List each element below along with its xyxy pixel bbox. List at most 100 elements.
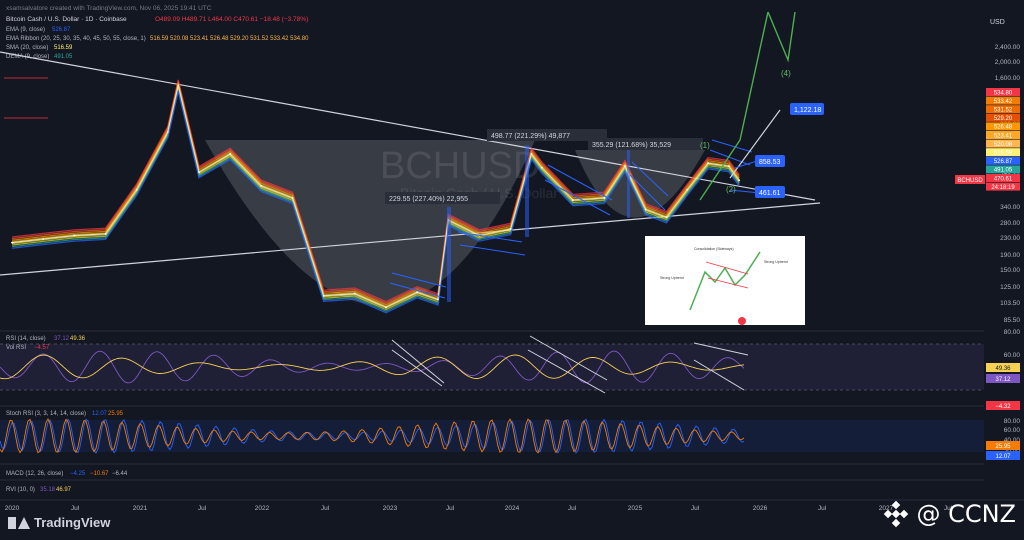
measure-label-2: 498.77 (221.29%) 49,877 (491, 133, 570, 140)
rsi-tag (986, 401, 1020, 410)
stoch-tag (986, 451, 1020, 460)
currency-label: USD (990, 19, 1005, 26)
price-point (166, 131, 169, 133)
price-tag-label: 534.80 (994, 90, 1013, 96)
price-tag-label: 531.52 (994, 108, 1013, 114)
rsi-lines (0, 350, 745, 384)
stoch-tick-label: 80.00 (1004, 418, 1021, 425)
measure-bar-3 (627, 150, 630, 218)
price-point (509, 228, 512, 230)
time-tick-label: 2027 (879, 505, 894, 512)
target-low-label: 461.61 (759, 190, 781, 197)
price-tag (986, 105, 1020, 114)
inset-label-left: Strong Uptrend (660, 276, 684, 280)
time-tick-label: 2024 (505, 505, 520, 512)
price-axis-background (984, 0, 1024, 500)
sma-label[interactable]: SMA (20, close) (6, 45, 48, 51)
inset-flag-top (705, 261, 749, 275)
tradingview-logo-text: TradingView (34, 515, 111, 530)
price-point (738, 179, 741, 182)
price-point (603, 196, 606, 199)
measurement-bars: 229.55 (227.40%) 22,955 498.77 (221.29%)… (385, 129, 703, 302)
macd-value-2: −10.67 (90, 471, 109, 477)
flag-channel-3 (544, 164, 613, 216)
inset-flag-bottom (707, 277, 749, 289)
dema-value: 491.05 (54, 54, 73, 60)
sma-value: 516.59 (54, 45, 73, 51)
price-point (707, 162, 709, 165)
tradingview-logo[interactable]: TradingView (8, 515, 110, 530)
time-tick-label: Jul (568, 505, 577, 512)
price-tick-label: 2,400.00 (995, 44, 1021, 51)
ema-ribbon-line (11, 79, 740, 303)
stoch-rsi-pane[interactable]: Stoch RSI (3, 3, 14, 14, close) 12.07 25… (0, 405, 1021, 460)
wave-4-label: (4) (781, 69, 791, 78)
price-tick-label: 280.00 (1000, 220, 1020, 227)
price-tag (986, 131, 1020, 139)
cup-shape-large (205, 140, 535, 305)
price-point (291, 196, 294, 199)
rsi-divergence-5 (693, 342, 749, 356)
price-point (42, 238, 45, 240)
vol-rsi-value: −4.57 (34, 345, 50, 351)
rsi-pane[interactable]: RSI (14, close) 37.12 49.36 Vol RSI −4.5… (0, 329, 1020, 410)
target-mid-badge (755, 155, 785, 167)
measure-label-bg-3 (588, 138, 703, 150)
stoch-d-line (0, 418, 745, 454)
price-point (665, 216, 668, 219)
ccnz-text: @ CCNZ (916, 500, 1016, 528)
price-point (686, 188, 689, 191)
price-tick-label: 1,600.00 (995, 75, 1021, 82)
price-point (437, 298, 439, 301)
rsi-divergence-1 (391, 339, 445, 384)
symbol-line[interactable]: Bitcoin Cash / U.S. Dollar · 1D · Coinba… (6, 16, 127, 23)
stoch-tag-label: 25.95 (995, 444, 1011, 450)
stoch-tag-label: 12.07 (995, 454, 1011, 460)
cup-and-handle-shapes (205, 140, 705, 305)
wave-1-label: (1) (700, 141, 710, 150)
green-projection-wave4 (767, 11, 796, 63)
measure-bar-1 (447, 207, 451, 302)
price-tick-label: 125.00 (1000, 284, 1020, 291)
price-tag (986, 122, 1020, 131)
rsi-divergence-lines (391, 335, 749, 394)
ribbon-label[interactable]: EMA Ribbon (20, 25, 30, 35, 40, 45, 50, … (6, 36, 146, 42)
price-point (73, 234, 76, 237)
rsi-label: RSI (14, close) (6, 336, 46, 342)
green-projection (699, 11, 769, 201)
price-tag-label: 526.87 (994, 159, 1013, 165)
price-point (322, 294, 325, 297)
macd-value-3: −6.44 (112, 471, 128, 477)
price-point (353, 292, 356, 295)
price-point (572, 199, 574, 201)
macd-label: MACD (12, 26, close) (6, 471, 63, 477)
event-flag-icon[interactable] (738, 317, 746, 325)
time-tick-label: Jul (691, 505, 700, 512)
ema-label[interactable]: EMA (9, close) (6, 27, 45, 33)
rsi-value-2: 49.36 (70, 336, 86, 342)
price-tag (986, 113, 1020, 122)
price-axis[interactable]: USD 2,400.002,000.001,600.001,200.001,00… (955, 0, 1024, 500)
rvi-pane[interactable]: RVI (10, 0) 35.18 46.97 (0, 479, 984, 493)
inset-background (645, 236, 805, 325)
price-tag (986, 182, 1020, 191)
price-tag-label: 529.20 (994, 116, 1013, 122)
rsi-divergence-4 (527, 349, 606, 394)
price-tag-label: 491.05 (994, 168, 1013, 174)
time-tick-label: 2021 (133, 505, 148, 512)
measure-bar-2 (525, 145, 529, 237)
time-axis[interactable]: 2020 Jul 2021 Jul 2022 Jul 2023 Jul 2024 Jul 2025 J… (0, 499, 1024, 512)
flag-channel-2 (457, 231, 526, 256)
flag-channel-1 (389, 272, 447, 299)
price-tag-label: 523.41 (994, 133, 1013, 139)
rsi-tag (986, 363, 1020, 372)
measure-label-bg-2 (487, 129, 607, 141)
price-tag-label: 470.61 (994, 176, 1013, 182)
time-tick-label: Jul (71, 505, 80, 512)
inset-label-right: Strong Uptrend (764, 260, 788, 264)
macd-pane[interactable]: MACD (12, 26, close) −4.25 −10.67 −6.44 (0, 463, 984, 477)
rvi-label: RVI (10, 0) (6, 487, 35, 493)
vol-rsi-label: Vol RSI (6, 345, 26, 351)
stoch-k-line (0, 418, 745, 454)
